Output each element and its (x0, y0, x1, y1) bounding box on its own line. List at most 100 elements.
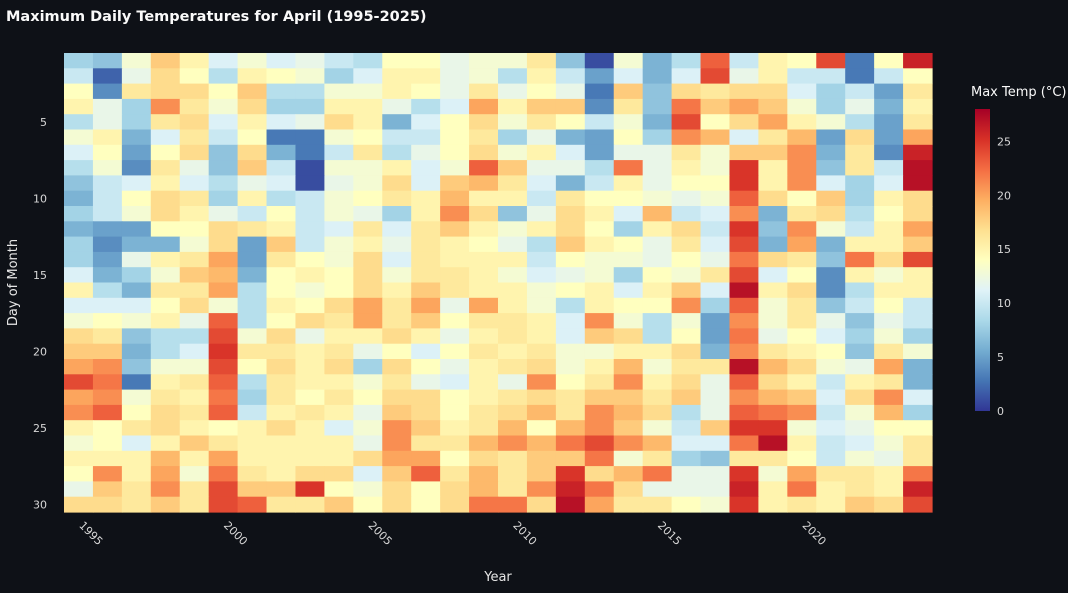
heatmap-cell (208, 251, 239, 268)
heatmap-cell (845, 374, 875, 391)
heatmap-cell (584, 206, 615, 222)
heatmap-cell (729, 450, 759, 467)
heatmap-cell (555, 359, 586, 375)
heatmap-cell (382, 450, 412, 467)
heatmap-cell (411, 404, 441, 421)
heatmap-cell (584, 160, 615, 176)
heatmap-cell (92, 190, 123, 207)
heatmap-cell (700, 466, 731, 482)
heatmap-cell (816, 481, 846, 498)
heatmap-cell (613, 374, 644, 391)
heatmap-cell (613, 359, 644, 375)
heatmap-cell (816, 206, 846, 222)
heatmap-cell (440, 206, 470, 222)
heatmap-cell (787, 496, 817, 513)
heatmap-cell (498, 466, 528, 482)
heatmap-cell (555, 496, 586, 513)
heatmap-cell (121, 420, 152, 437)
heatmap-cell (758, 328, 788, 345)
heatmap-cell (150, 98, 181, 115)
heatmap-cell (295, 496, 325, 513)
heatmap-cell (266, 236, 297, 253)
heatmap-cell (758, 404, 788, 421)
heatmap-cell (526, 83, 557, 100)
heatmap-cell (613, 98, 644, 115)
heatmap-cell (816, 83, 846, 100)
heatmap-cell (584, 466, 615, 482)
heatmap-cell (758, 160, 788, 176)
heatmap-cell (671, 389, 702, 406)
heatmap-cell (411, 68, 441, 85)
heatmap-cell (729, 435, 759, 452)
heatmap-cell (208, 83, 239, 100)
heatmap-cell (613, 144, 644, 161)
heatmap-cell (700, 328, 731, 345)
heatmap-cell (121, 267, 152, 284)
heatmap-cell (700, 374, 731, 391)
heatmap-cell (816, 98, 846, 115)
y-tick-label: 25 (33, 422, 47, 435)
heatmap-cell (64, 68, 94, 85)
heatmap-cell (179, 251, 210, 268)
heatmap-cell (353, 160, 383, 176)
heatmap-cell (874, 496, 904, 513)
heatmap-cell (353, 190, 383, 207)
heatmap-cell (700, 282, 731, 299)
heatmap-cell (498, 129, 528, 146)
heatmap-cell (555, 450, 586, 467)
heatmap-cell (671, 251, 702, 268)
heatmap-cell (758, 236, 788, 253)
heatmap-cell (179, 175, 210, 192)
heatmap-cell (237, 236, 268, 253)
heatmap-cell (469, 435, 499, 452)
heatmap-cell (903, 389, 933, 406)
heatmap-cell (208, 450, 239, 467)
heatmap-cell (266, 251, 297, 268)
heatmap-cell (758, 420, 788, 437)
heatmap-cell (266, 98, 297, 115)
y-tick-label: 30 (33, 498, 47, 511)
heatmap-cell (92, 236, 123, 253)
heatmap-cell (92, 160, 123, 176)
heatmap-cell (613, 435, 644, 452)
heatmap-cell (382, 221, 412, 238)
heatmap-cell (845, 466, 875, 482)
heatmap-cell (266, 282, 297, 299)
heatmap-cell (382, 297, 412, 314)
heatmap-cell (498, 53, 528, 69)
heatmap-cell (411, 83, 441, 100)
heatmap-cell (237, 328, 268, 345)
heatmap-cell (353, 481, 383, 498)
heatmap-cell (150, 359, 181, 375)
heatmap-cell (845, 53, 875, 69)
heatmap-cell (845, 114, 875, 131)
heatmap-cell (150, 343, 181, 360)
heatmap-cell (179, 435, 210, 452)
heatmap-cell (845, 190, 875, 207)
heatmap-cell (642, 435, 673, 452)
heatmap-cell (469, 114, 499, 131)
heatmap-cell (469, 53, 499, 69)
heatmap-cell (266, 481, 297, 498)
heatmap-cell (295, 435, 325, 452)
heatmap-cell (295, 404, 325, 421)
heatmap-cell (179, 450, 210, 467)
heatmap-cell (642, 282, 673, 299)
heatmap-cell (150, 374, 181, 391)
heatmap-cell (353, 68, 383, 85)
heatmap-cell (121, 313, 152, 329)
heatmap-cell (642, 313, 673, 329)
heatmap-cell (208, 236, 239, 253)
heatmap-cell (121, 160, 152, 176)
heatmap-cell (729, 114, 759, 131)
heatmap-cell (584, 282, 615, 299)
heatmap-cell (121, 68, 152, 85)
heatmap-cell (816, 313, 846, 329)
heatmap-cell (584, 450, 615, 467)
heatmap-cell (816, 144, 846, 161)
heatmap-cell (440, 129, 470, 146)
heatmap-cell (179, 343, 210, 360)
heatmap-cell (324, 496, 354, 513)
heatmap-cell (526, 251, 557, 268)
